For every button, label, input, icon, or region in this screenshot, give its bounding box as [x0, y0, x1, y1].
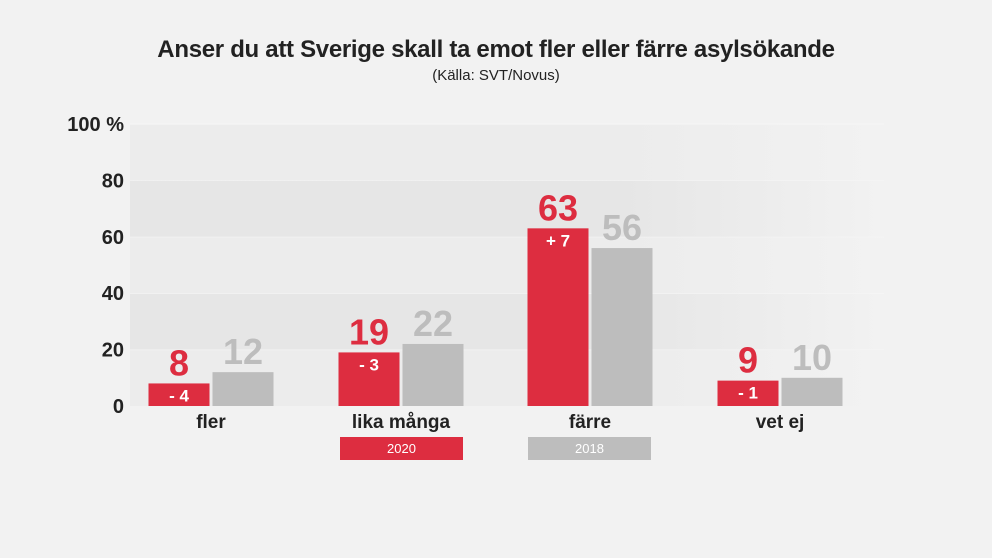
change-label: + 7 [546, 231, 570, 250]
y-tick-label: 80 [102, 170, 124, 192]
y-tick-label: 40 [102, 283, 124, 305]
bar-2020 [717, 380, 779, 406]
grid-band [130, 180, 884, 237]
bar-2020 [338, 352, 400, 406]
bar-2018 [212, 372, 274, 406]
value-label-2018: 12 [223, 331, 263, 372]
value-label-2018: 22 [413, 303, 453, 344]
y-tick-label: 60 [102, 227, 124, 249]
bar-2018 [402, 343, 464, 406]
change-label: - 3 [359, 355, 379, 374]
value-label-2020: 63 [538, 187, 578, 228]
bar-2020 [527, 228, 589, 406]
grid-band [130, 124, 884, 181]
bar-2018 [781, 377, 843, 406]
chart-subtitle: (Källa: SVT/Novus) [432, 67, 560, 84]
category-label: vet ej [756, 412, 805, 433]
value-label-2018: 56 [602, 207, 642, 248]
category-label: färre [569, 412, 611, 433]
y-tick-label: 20 [102, 340, 124, 362]
legend-2018: 2018 [528, 437, 651, 460]
value-label-2018: 10 [792, 337, 832, 378]
value-label-2020: 8 [169, 342, 189, 383]
chart-title: Anser du att Sverige skall ta emot fler … [157, 36, 835, 63]
bar-2018 [591, 248, 653, 406]
y-tick-label: 0 [113, 396, 124, 418]
grid-band [130, 236, 884, 294]
change-label: - 1 [738, 384, 758, 403]
category-label: lika många [352, 412, 451, 433]
grid-band [130, 293, 884, 350]
value-label-2020: 9 [738, 340, 758, 381]
y-tick-label: 100 % [67, 114, 124, 136]
bar-2020 [148, 383, 210, 406]
legend-2020: 2020 [340, 437, 463, 460]
category-label: fler [196, 412, 226, 433]
value-label-2020: 19 [349, 311, 389, 352]
change-label: - 4 [169, 386, 189, 405]
